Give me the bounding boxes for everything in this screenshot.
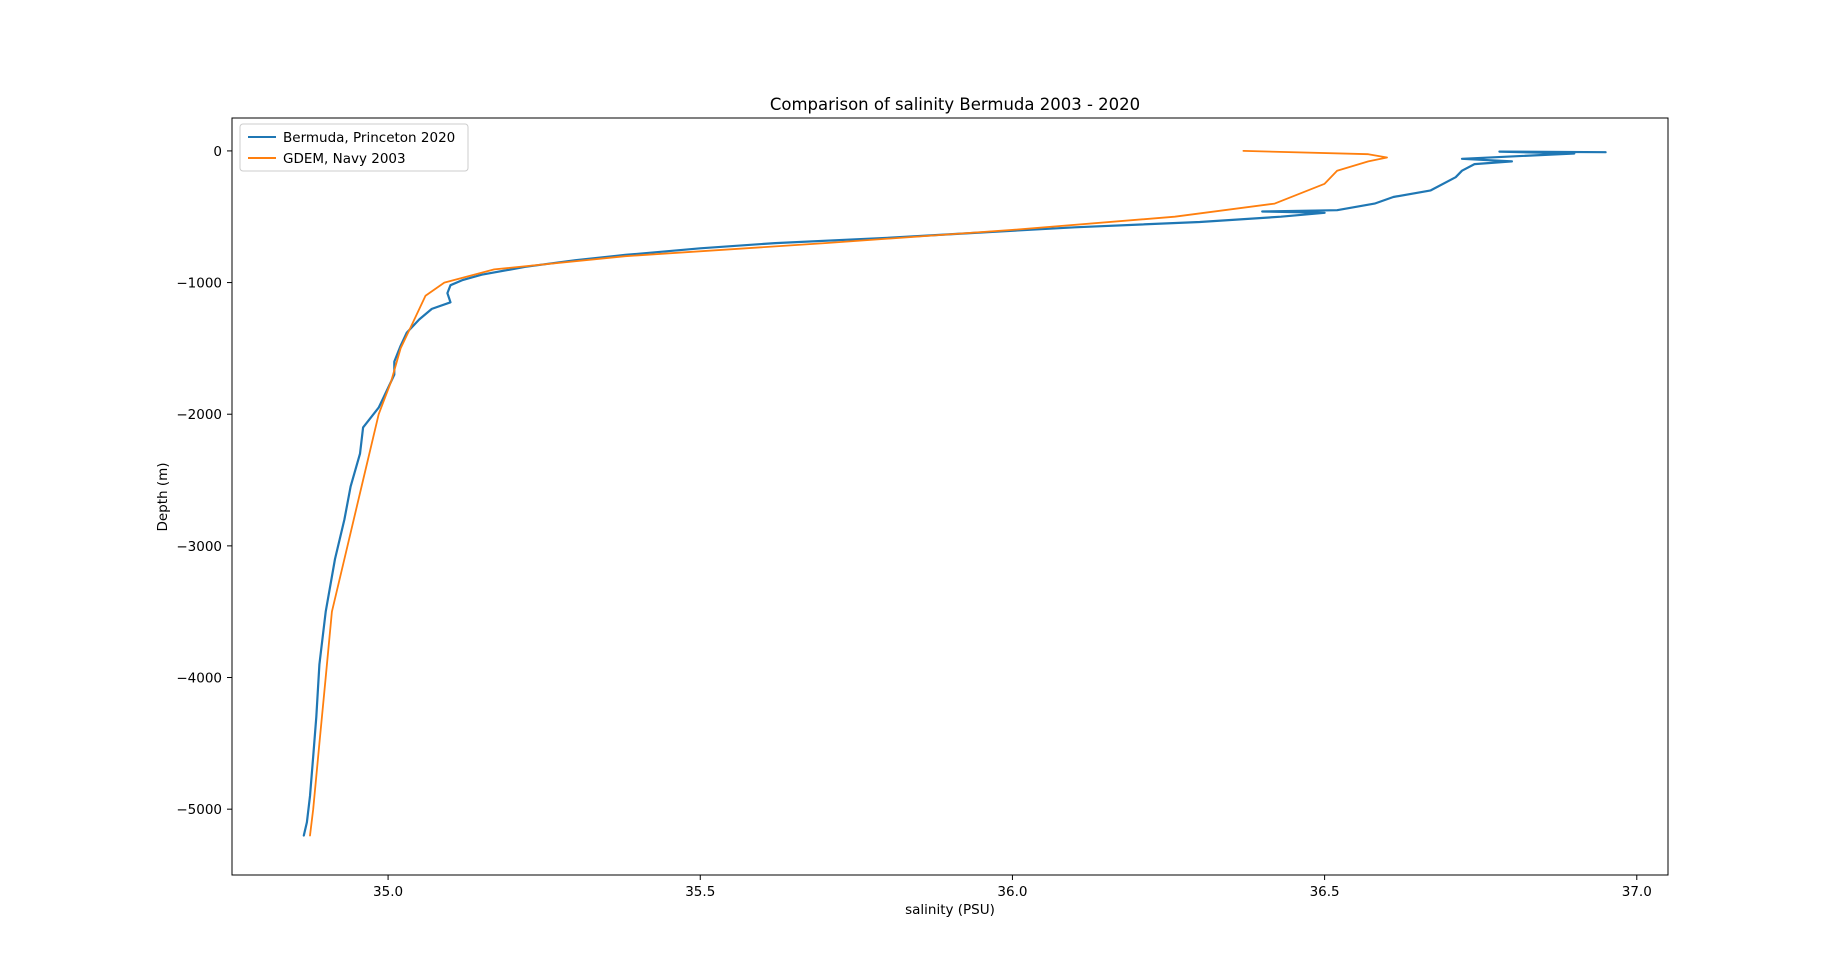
x-tick-label: 35.0 [373,884,403,900]
y-tick-label: −3000 [176,539,222,555]
x-axis-label: salinity (PSU) [905,902,995,918]
y-tick-label: 0 [213,144,222,160]
y-tick-label: −5000 [176,802,222,818]
legend-label-gdem: GDEM, Navy 2003 [283,151,406,167]
legend-frame [239,123,469,172]
plot-background [232,118,1668,875]
series-line-gdem [309,150,1388,837]
x-axis: 35.0 35.5 36.0 36.5 37.0 [373,875,1652,900]
y-tick-label: −2000 [176,407,222,423]
plot-frame [231,117,1669,876]
x-tick-label: 37.0 [1622,884,1652,900]
legend-label-bermuda: Bermuda, Princeton 2020 [283,130,455,146]
y-axis: 0 −1000 −2000 −3000 −4000 −5000 [176,144,232,818]
y-tick-label: −4000 [176,671,222,687]
plot-area [231,117,1669,876]
x-tick-label: 35.5 [685,884,715,900]
y-axis-label: Depth (m) [155,462,171,531]
x-tick-label: 36.0 [997,884,1027,900]
series-line-bermuda [302,150,1607,837]
x-tick-label: 36.5 [1310,884,1340,900]
chart-title: Comparison of salinity Bermuda 2003 - 20… [770,95,1140,114]
legend: Bermuda, Princeton 2020 GDEM, Navy 2003 [239,123,469,172]
y-tick-label: −1000 [176,276,222,292]
series-layer [302,150,1607,837]
